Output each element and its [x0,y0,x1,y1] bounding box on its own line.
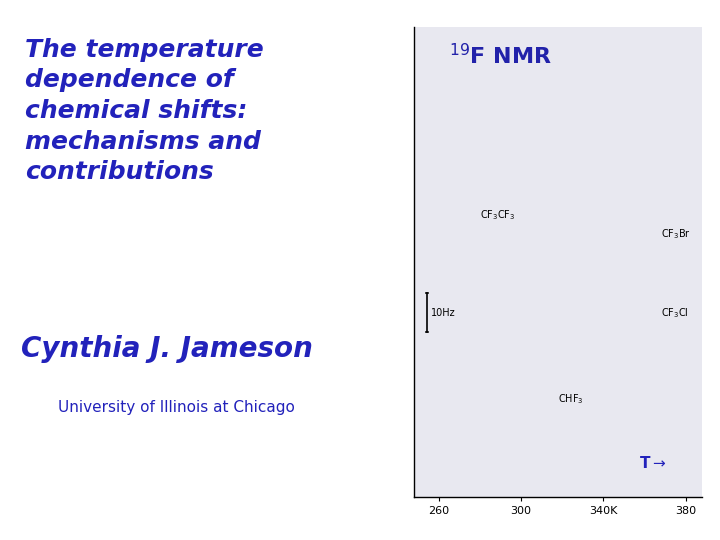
Text: University of Illinois at Chicago: University of Illinois at Chicago [58,400,294,415]
Text: CHF$_3$: CHF$_3$ [558,392,584,406]
Text: CF$_3$Cl: CF$_3$Cl [661,306,688,320]
Text: 10Hz: 10Hz [431,308,455,318]
Text: $^{19}$F NMR: $^{19}$F NMR [449,43,552,69]
Text: The temperature
dependence of
chemical shifts:
mechanisms and
contributions: The temperature dependence of chemical s… [24,38,264,184]
Text: CF$_3$Br: CF$_3$Br [661,227,690,241]
Text: T$\rightarrow$: T$\rightarrow$ [639,455,666,471]
Text: Cynthia J. Jameson: Cynthia J. Jameson [21,335,312,363]
Text: CF$_3$CF$_3$: CF$_3$CF$_3$ [480,208,516,222]
